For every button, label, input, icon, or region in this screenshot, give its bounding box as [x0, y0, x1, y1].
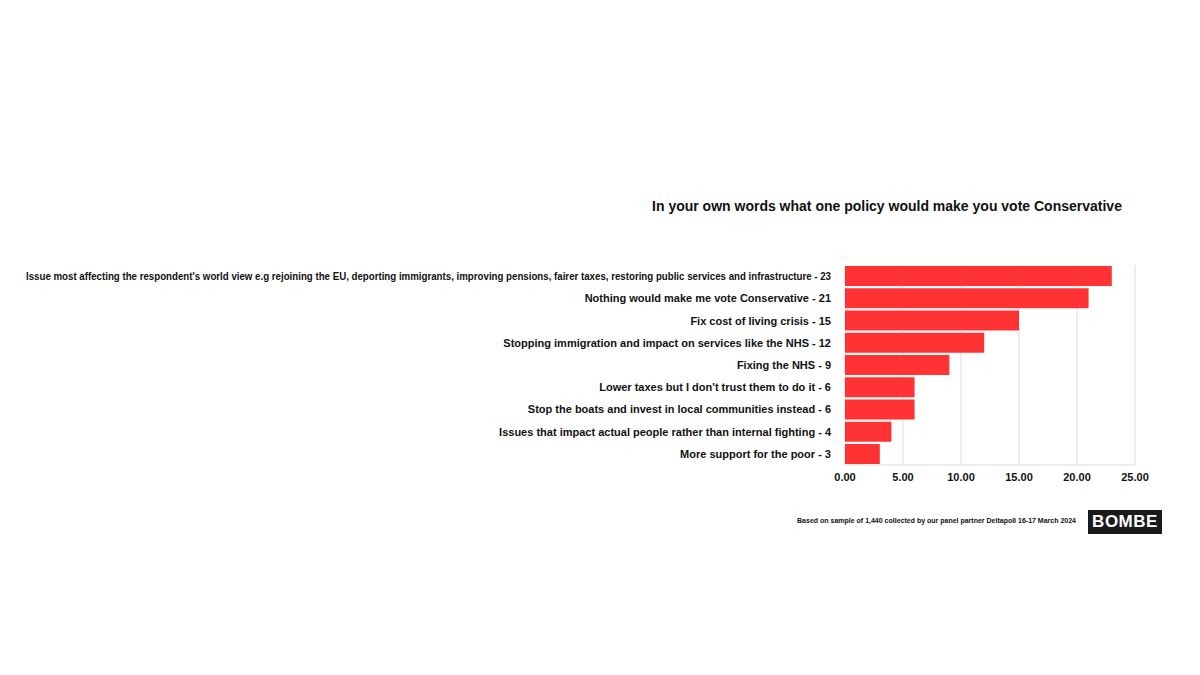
svg-text:Issues that impact actual peop: Issues that impact actual people rather …: [499, 426, 832, 438]
html-text:In your own words what one pol: In your own words what one policy would …: [652, 198, 1122, 214]
svg-text:25.00: 25.00: [1121, 471, 1149, 483]
svg-text:Fix cost of living crisis - 15: Fix cost of living crisis - 15: [690, 315, 831, 327]
svg-text:15.00: 15.00: [1005, 471, 1033, 483]
svg-text:20.00: 20.00: [1063, 471, 1091, 483]
svg-text:Fixing the NHS - 9: Fixing the NHS - 9: [737, 359, 831, 371]
svg-text:0.00: 0.00: [834, 471, 855, 483]
svg-text:Nothing would make me vote Con: Nothing would make me vote Conservative …: [585, 292, 831, 304]
html-text:BOMBE: BOMBE: [1092, 512, 1158, 531]
svg-text:Lower taxes but I don't trust: Lower taxes but I don't trust them to do…: [599, 381, 831, 393]
svg-text:Issue most affecting the respo: Issue most affecting the respondent's wo…: [26, 270, 831, 282]
svg-text:More support for the poor - 3: More support for the poor - 3: [680, 448, 831, 460]
html-text:Based on sample of 1,440 colle: Based on sample of 1,440 collected by ou…: [797, 517, 1076, 524]
svg-text:Stop the boats and invest in l: Stop the boats and invest in local commu…: [528, 403, 831, 415]
svg-text:10.00: 10.00: [947, 471, 975, 483]
svg-text:5.00: 5.00: [892, 471, 913, 483]
svg-text:Stopping immigration and impac: Stopping immigration and impact on servi…: [503, 337, 831, 349]
